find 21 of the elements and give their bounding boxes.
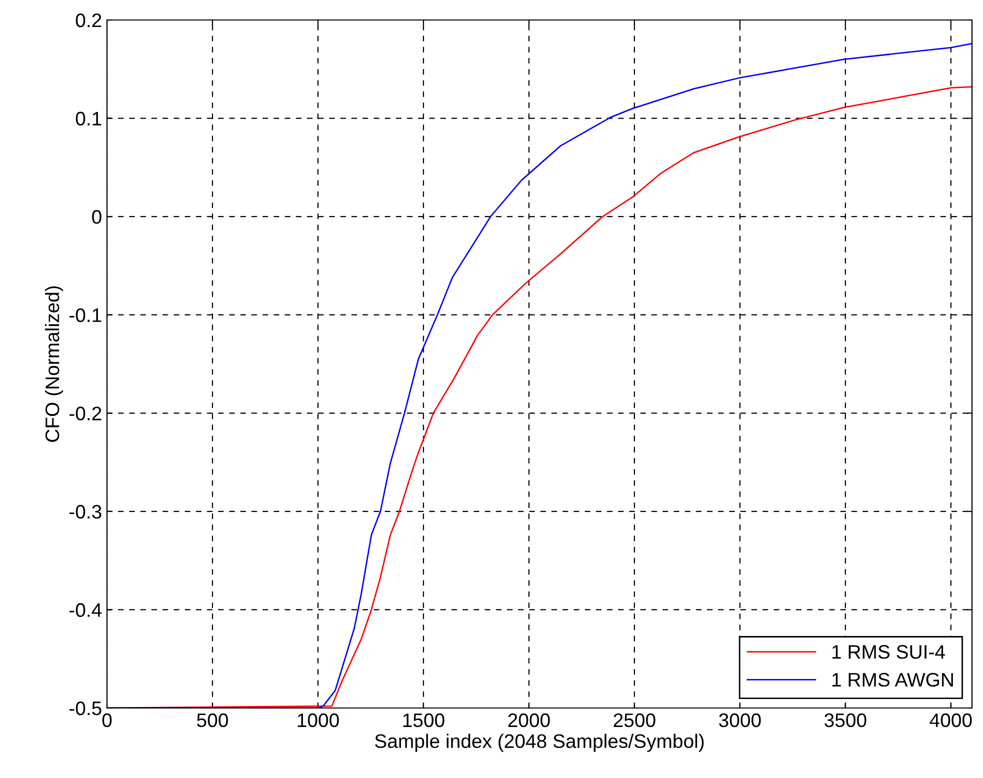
y-tick-label: 0.1 [76, 112, 102, 126]
x-tick-label: 1500 [403, 713, 444, 728]
x-tick-label: 1000 [298, 713, 339, 728]
y-tick-label: -0.4 [70, 603, 102, 617]
x-tick-label: 4000 [930, 713, 972, 728]
x-tick-label: 0 [102, 713, 112, 728]
x-axis-title: Sample index (2048 Samples/Symbol) [375, 734, 704, 752]
y-tick-label: 0.2 [76, 13, 102, 28]
legend-label: 1 RMS AWGN [832, 672, 953, 687]
y-tick-label: 0 [92, 210, 102, 224]
y-tick-label: -0.2 [70, 406, 102, 420]
y-tick-label: -0.3 [70, 504, 102, 519]
y-tick-label: -0.5 [70, 701, 102, 716]
legend-label: 1 RMS SUI-4 [832, 645, 945, 659]
x-tick-label: 500 [197, 713, 228, 728]
x-tick-label: 3000 [719, 713, 761, 728]
y-axis-title: CFO (Normalized) [44, 286, 64, 442]
y-tick-label: -0.1 [70, 308, 102, 322]
x-tick-label: 2500 [614, 713, 656, 728]
x-tick-label: 2000 [508, 713, 550, 728]
x-tick-label: 3500 [824, 713, 866, 728]
